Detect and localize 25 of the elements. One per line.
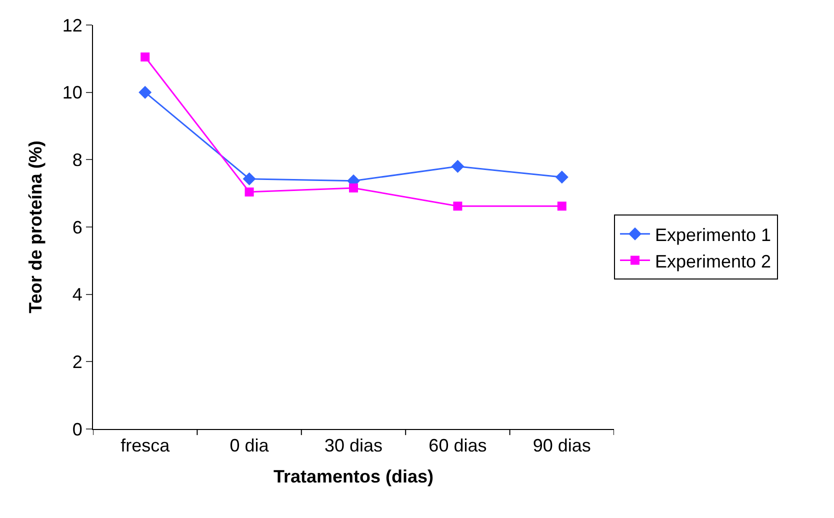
y-tick-label: 6 [72, 217, 82, 238]
point [451, 160, 464, 173]
legend-label: Experimento 1 [655, 224, 772, 245]
point [244, 187, 254, 196]
point [557, 202, 566, 211]
y-axis-title: Teor de proteína (%) [26, 140, 46, 314]
point [349, 183, 358, 192]
point [242, 172, 256, 186]
legend-label: Experimento 2 [655, 251, 772, 272]
point [140, 52, 150, 62]
x-tick-label: 0 dia [230, 436, 270, 456]
y-tick-label: 10 [62, 82, 82, 103]
y-tick-label: 8 [72, 150, 82, 170]
point [138, 86, 152, 99]
y-tick-label: 0 [72, 419, 82, 440]
y-tick-label: 2 [72, 352, 82, 372]
y-tick-label: 12 [62, 15, 82, 36]
x-tick-label: fresca [120, 436, 171, 456]
point [453, 202, 462, 211]
x-tick-label: 60 dias [428, 436, 487, 456]
x-tick-label: 30 dias [324, 436, 383, 456]
x-axis-title: Tratamentos (dias) [273, 466, 434, 487]
point [555, 170, 568, 184]
x-tick-label: 90 dias [532, 436, 591, 456]
y-tick-label: 4 [72, 284, 82, 305]
